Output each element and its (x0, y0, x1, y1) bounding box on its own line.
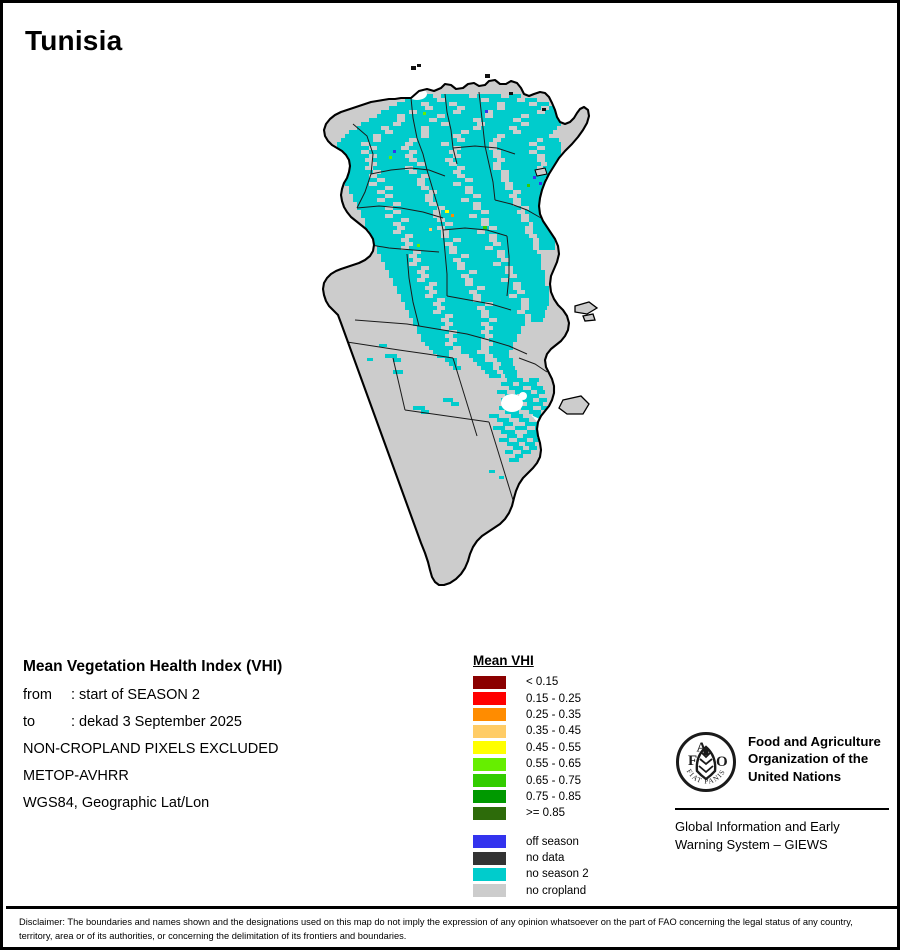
legend-item: 0.55 - 0.65 (473, 756, 663, 772)
info-to-row: to : dekad 3 September 2025 (23, 714, 463, 730)
legend-label: 0.15 - 0.25 (526, 692, 581, 705)
svg-text:A: A (696, 741, 707, 756)
legend-label: 0.35 - 0.45 (526, 725, 581, 738)
legend-label: 0.75 - 0.85 (526, 790, 581, 803)
map-vhi-specks (389, 110, 542, 247)
legend-swatch (473, 790, 506, 804)
giews-line2: Warning System – GIEWS (675, 836, 828, 852)
map-legend: Mean VHI < 0.15 0.15 - 0.25 0.25 - 0.35 … (473, 653, 663, 899)
info-from-label: from (23, 687, 52, 703)
legend-label: >= 0.85 (526, 807, 566, 820)
giews-subtitle: Global Information and Early Warning Sys… (675, 818, 890, 853)
fao-divider (675, 808, 889, 810)
legend-label: 0.25 - 0.35 (526, 708, 581, 721)
disclaimer-text: Disclaimer: The boundaries and names sho… (19, 917, 853, 942)
fao-name-line1: Food and Agriculture (748, 734, 881, 749)
legend-item-status: no data (473, 850, 663, 866)
legend-swatch (473, 867, 506, 881)
map-info-block: Mean Vegetation Health Index (VHI) from:… (23, 658, 463, 822)
info-cropland-note: NON-CROPLAND PIXELS EXCLUDED (23, 741, 279, 757)
tunisia-map-svg (321, 64, 599, 587)
legend-swatch (473, 884, 506, 898)
legend-swatch (473, 675, 506, 689)
fao-name-line3: United Nations (748, 768, 842, 784)
legend-item-status: off season (473, 834, 663, 850)
legend-item: 0.65 - 0.75 (473, 772, 663, 788)
legend-swatch (473, 708, 506, 722)
legend-swatch (473, 741, 506, 755)
info-to-label: to (23, 714, 36, 730)
legend-label: no season 2 (526, 868, 589, 881)
map-admin-boundaries (340, 91, 548, 501)
page-title: Tunisia (25, 25, 123, 56)
map-canvas (293, 58, 633, 628)
info-sensor: METOP-AVHRR (23, 768, 129, 784)
legend-swatch (473, 806, 506, 820)
info-from-row: from : start of SEASON 2 (23, 687, 463, 703)
info-heading: Mean Vegetation Health Index (VHI) (23, 658, 283, 675)
legend-swatch (473, 724, 506, 738)
legend-swatch (473, 774, 506, 788)
legend-item: < 0.15 (473, 674, 663, 690)
giews-line1: Global Information and Early (675, 819, 840, 834)
legend-swatch (473, 692, 506, 706)
legend-label: no cropland (526, 884, 587, 897)
legend-label: 0.45 - 0.55 (526, 741, 581, 754)
fao-organization-name: Food and Agriculture Organization of the… (748, 731, 881, 785)
fao-logo-icon: F A O FIAT PANIS (675, 731, 737, 798)
legend-item: 0.25 - 0.35 (473, 707, 663, 723)
legend-item: 0.45 - 0.55 (473, 740, 663, 756)
legend-separator (473, 822, 663, 834)
svg-text:F: F (688, 753, 697, 769)
svg-text:O: O (716, 754, 728, 770)
legend-item: >= 0.85 (473, 805, 663, 821)
info-from-value: : start of SEASON 2 (71, 687, 200, 703)
legend-title: Mean VHI (473, 653, 534, 668)
legend-swatch (473, 851, 506, 865)
legend-label: < 0.15 (526, 676, 559, 689)
fao-header: F A O FIAT PANIS Food and Agriculture Or… (675, 731, 890, 798)
map-islands (411, 64, 599, 415)
legend-item-status: no season 2 (473, 866, 663, 882)
info-to-value: : dekad 3 September 2025 (71, 714, 242, 730)
legend-item-status: no cropland (473, 883, 663, 899)
legend-label: 0.65 - 0.75 (526, 774, 581, 787)
legend-item: 0.15 - 0.25 (473, 690, 663, 706)
legend-label: off season (526, 835, 579, 848)
legend-label: no data (526, 852, 565, 865)
legend-label: 0.55 - 0.65 (526, 758, 581, 771)
legend-item: 0.35 - 0.45 (473, 723, 663, 739)
fao-branding: F A O FIAT PANIS Food and Agriculture Or… (675, 731, 890, 853)
legend-swatch (473, 835, 506, 849)
fao-name-line2: Organization of the (748, 751, 869, 767)
disclaimer-divider (6, 906, 897, 909)
svg-text:FIAT PANIS: FIAT PANIS (685, 768, 727, 786)
legend-swatch (473, 757, 506, 771)
info-projection: WGS84, Geographic Lat/Lon (23, 795, 210, 811)
legend-item: 0.75 - 0.85 (473, 789, 663, 805)
